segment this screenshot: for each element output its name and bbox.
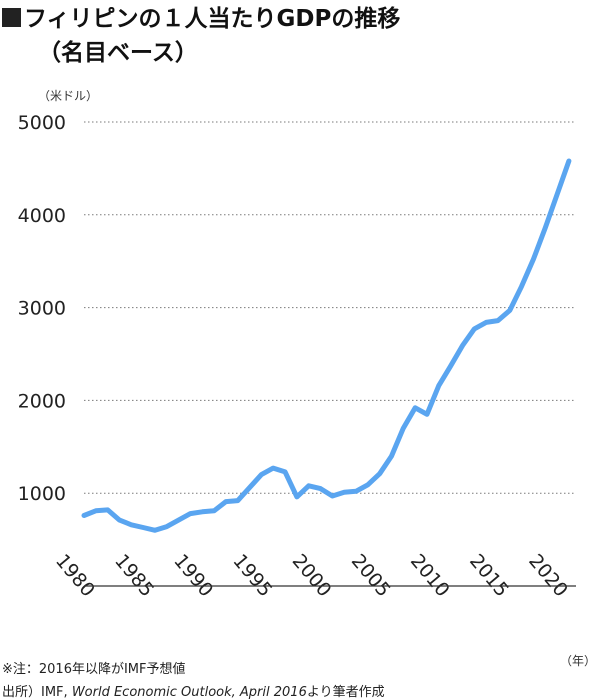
source-prefix: 出所）IMF,	[2, 685, 68, 700]
chart-title-text: フィリピンの１人当たりGDPの推移	[24, 6, 401, 32]
y-tick-4000: 4000	[18, 205, 66, 227]
footnote: ※注：2016年以降がIMF予想値	[2, 662, 186, 677]
y-tick-1000: 1000	[18, 483, 66, 505]
y-axis-ticks: 1000 2000 3000 4000 5000	[18, 112, 66, 505]
y-tick-2000: 2000	[18, 390, 66, 412]
x-tick-1995: 1995	[228, 550, 276, 601]
title-square-icon	[2, 8, 21, 27]
chart-title: フィリピンの１人当たりGDPの推移 （名目ベース）	[2, 2, 598, 70]
x-tick-2000: 2000	[288, 550, 336, 601]
x-axis-ticks: 1980 1985 1990 1995 2000 2005 2010 2015 2020	[51, 550, 572, 601]
grid-layer	[84, 121, 576, 494]
x-tick-2010: 2010	[406, 550, 454, 601]
source-note: 出所）IMF, World Economic Outlook, April 20…	[2, 681, 385, 700]
series-line	[81, 158, 572, 533]
y-tick-3000: 3000	[18, 298, 66, 320]
x-tick-1980: 1980	[51, 550, 99, 601]
y-axis-label: （米ドル）	[38, 89, 98, 103]
source-title: World Economic Outlook, April 2016	[71, 685, 307, 700]
x-tick-2020: 2020	[524, 550, 572, 601]
x-tick-1990: 1990	[169, 550, 217, 601]
y-tick-5000: 5000	[18, 112, 66, 134]
source-suffix: より筆者作成	[306, 685, 385, 700]
x-axis-label: （年）	[560, 654, 596, 668]
chart-title-line1: フィリピンの１人当たりGDPの推移	[2, 2, 598, 36]
x-tick-2005: 2005	[347, 550, 395, 601]
chart-subtitle: （名目ベース）	[38, 40, 198, 66]
x-tick-2015: 2015	[465, 550, 513, 601]
x-tick-1985: 1985	[110, 550, 158, 601]
